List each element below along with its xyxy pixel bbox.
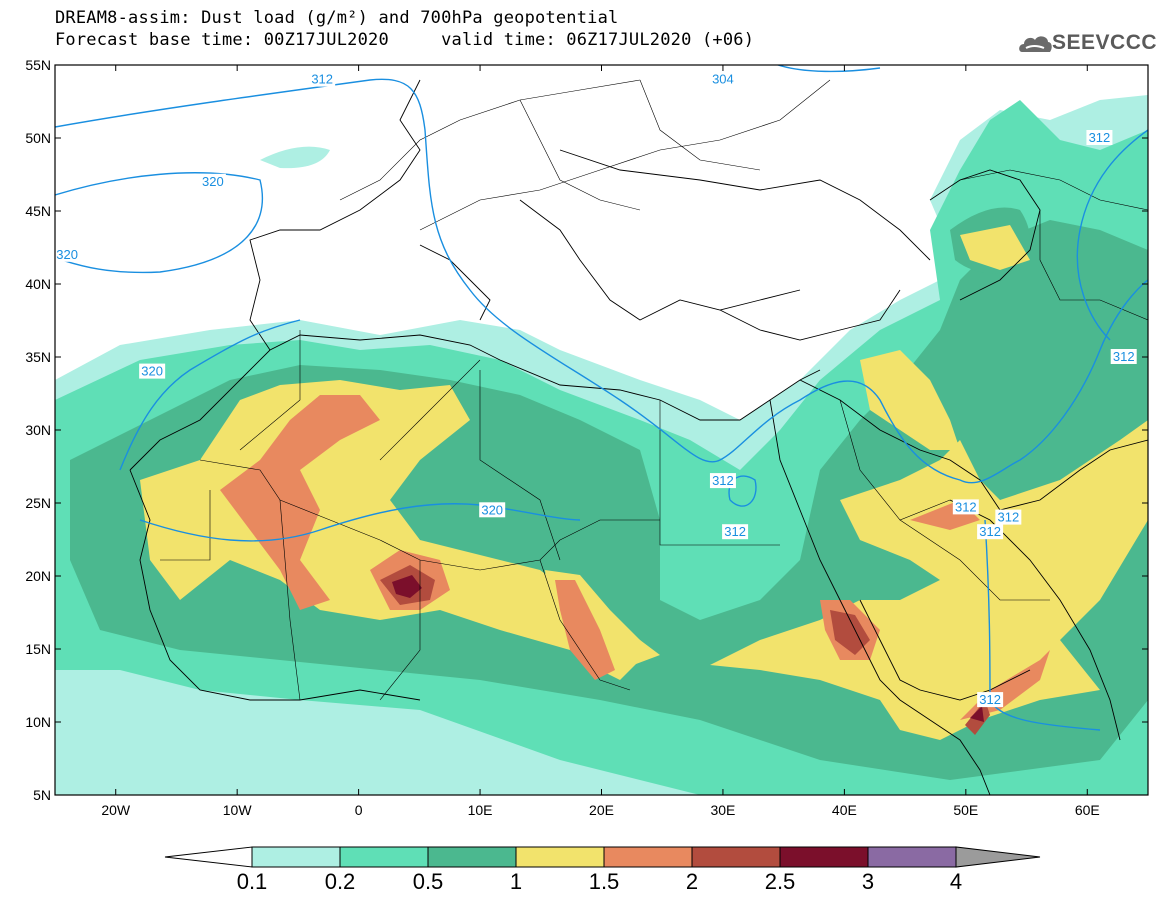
lat-label: 25N: [25, 495, 51, 511]
chart-title: DREAM8-assim: Dust load (g/m²) and 700hP…: [55, 8, 619, 28]
colorbar-label: 2: [686, 869, 698, 894]
contour-label: 312: [955, 499, 977, 514]
contour-label: 304: [712, 72, 734, 87]
lon-label: 10E: [468, 802, 493, 818]
colorbar-swatch: [867, 846, 957, 868]
lon-label: 50E: [953, 802, 978, 818]
contour-label-bg: [1110, 349, 1137, 364]
lat-label: 10N: [25, 714, 51, 730]
dust-fields: [55, 95, 1148, 795]
dust-level-2.5: [392, 575, 422, 598]
contour-label-bg: [977, 524, 1004, 540]
contour-label: 320: [56, 247, 78, 262]
lon-label: 20W: [101, 802, 131, 818]
longitude-axis: 20W 10W 0 10E 20E 30E 40E 50E 60E: [101, 65, 1100, 818]
contour-label-bg: [479, 502, 506, 518]
colorbar-label: 2.5: [765, 869, 796, 894]
lat-label: 35N: [25, 349, 51, 365]
contour-label: 320: [202, 174, 224, 189]
contour-label-bg: [709, 473, 736, 489]
contour-label: 320: [141, 364, 163, 379]
lat-label: 15N: [25, 641, 51, 657]
contour-label: 312: [724, 524, 746, 539]
contour-label-bg: [995, 509, 1022, 525]
colorbar-swatch: [515, 846, 605, 868]
colorbar-swatch: [779, 846, 869, 868]
lon-label: 0: [355, 802, 363, 818]
colorbar-label: 0.1: [237, 869, 268, 894]
contour-label: 320: [481, 502, 503, 517]
lon-label: 30E: [710, 802, 735, 818]
colorbar-under: [164, 846, 253, 868]
colorbar-swatch: [691, 846, 781, 868]
contour-label-bg: [977, 692, 1004, 708]
colorbar-label: 1: [510, 869, 522, 894]
colorbar-swatch: [603, 846, 693, 868]
colorbar-swatch: [251, 846, 341, 868]
lat-label: 45N: [25, 203, 51, 219]
contour-label: 312: [712, 473, 734, 488]
lat-label: 40N: [25, 276, 51, 292]
contour-label-bg: [709, 71, 736, 87]
colorbar-label: 1.5: [589, 869, 620, 894]
colorbar-swatch: [427, 846, 517, 868]
lat-label: 50N: [25, 130, 51, 146]
contour-label-bg: [309, 71, 336, 87]
lat-label: 20N: [25, 568, 51, 584]
latitude-axis: 55N 50N 45N 40N 35N 30N 25N 20N 15N 10N 5N: [25, 57, 1148, 803]
lon-label: 10W: [223, 802, 253, 818]
colorbar-label: 3: [862, 869, 874, 894]
lat-label: 55N: [25, 57, 51, 73]
contour-label: 312: [1113, 349, 1135, 364]
contour-label: 312: [1089, 130, 1111, 145]
contour-label-bg: [54, 246, 81, 262]
contour-label: 312: [997, 510, 1019, 525]
dust-level-1.5: [220, 395, 380, 610]
lon-label: 20E: [589, 802, 614, 818]
contour-label-bg: [139, 363, 166, 379]
contour-label-bg: [1086, 130, 1113, 145]
colorbar-swatch: [339, 846, 429, 868]
contour-label: 312: [311, 72, 333, 87]
contour-label-bg: [952, 499, 979, 515]
colorbar-over: [955, 846, 1041, 868]
colorbar-label: 0.2: [325, 869, 356, 894]
lon-label: 40E: [832, 802, 857, 818]
contour-label-bg: [199, 173, 226, 189]
contour-label: 312: [979, 524, 1001, 539]
lat-label: 5N: [33, 787, 51, 803]
cloud-icon: [1019, 36, 1052, 52]
lat-label: 30N: [25, 422, 51, 438]
colorbar-label: 4: [950, 869, 962, 894]
contour-label-bg: [722, 524, 749, 540]
colorbar-label: 0.5: [413, 869, 444, 894]
chart-subtitle: Forecast base time: 00Z17JUL2020 valid t…: [55, 30, 755, 50]
colorbar: 0.1 0.2 0.5 1 1.5 2 2.5 3 4: [164, 846, 1041, 894]
lon-label: 60E: [1075, 802, 1100, 818]
seevccc-logo: SEEVCCC: [1052, 31, 1158, 54]
borders: [160, 79, 1148, 701]
coastlines: [129, 79, 1148, 795]
contour-label: 312: [979, 692, 1001, 707]
